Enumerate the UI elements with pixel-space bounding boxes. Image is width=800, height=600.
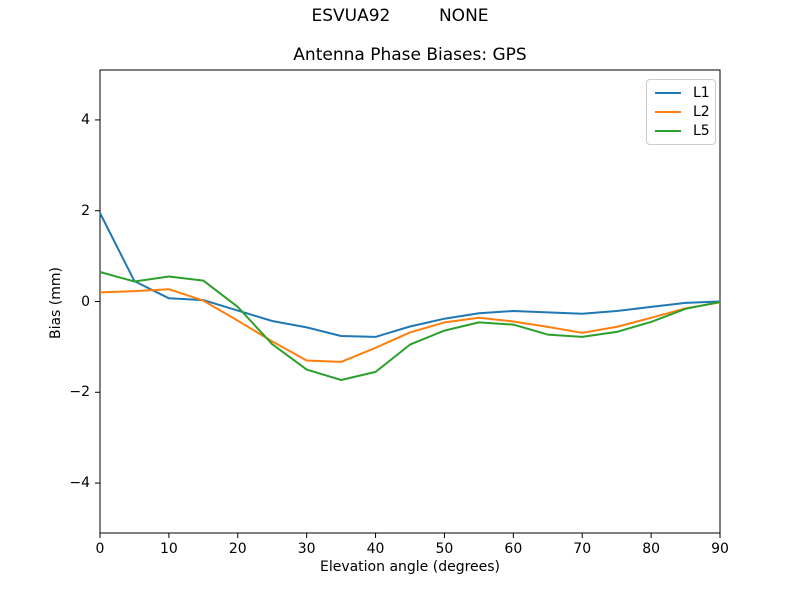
legend-label-L2: L2 (693, 104, 710, 120)
legend-swatch-L5 (655, 130, 681, 132)
x-tick-label: 20 (228, 541, 247, 557)
figure-suptitle: ESVUA92 NONE (311, 6, 489, 26)
tick-marks (95, 119, 721, 538)
axes-box (99, 69, 721, 534)
x-tick-label: 10 (159, 541, 178, 557)
line-L5 (99, 271, 721, 381)
x-tick-label: 90 (711, 541, 729, 557)
legend-swatch-L1 (655, 92, 681, 94)
legend-label-L5: L5 (693, 123, 710, 139)
x-tick-label: 70 (573, 541, 592, 557)
legend-item-L1: L1 (655, 85, 710, 101)
x-tick-label: 60 (504, 541, 523, 557)
y-tick-label: 0 (81, 293, 90, 310)
legend: L1 L2 L5 (646, 79, 716, 145)
y-tick-label: −4 (69, 475, 90, 492)
y-axis-label: Bias (mm) (48, 266, 64, 340)
x-axis-label: Elevation angle (degrees) (319, 559, 501, 575)
legend-swatch-L2 (655, 111, 681, 113)
x-tick-label: 0 (95, 541, 105, 557)
x-tick-label: 30 (297, 541, 316, 557)
y-tick-label: −2 (69, 384, 90, 401)
line-L1 (99, 212, 721, 338)
x-tick-label: 50 (435, 541, 454, 557)
line-L2 (99, 288, 721, 363)
legend-label-L1: L1 (693, 85, 710, 101)
legend-item-L5: L5 (655, 123, 710, 139)
legend-item-L2: L2 (655, 104, 710, 120)
chart-title: Antenna Phase Biases: GPS (293, 45, 527, 65)
series-lines (99, 212, 721, 381)
x-tick-label: 40 (366, 541, 385, 557)
y-tick-label: 2 (81, 202, 90, 219)
x-tick-label: 80 (642, 541, 661, 557)
y-tick-label: 4 (81, 111, 90, 128)
